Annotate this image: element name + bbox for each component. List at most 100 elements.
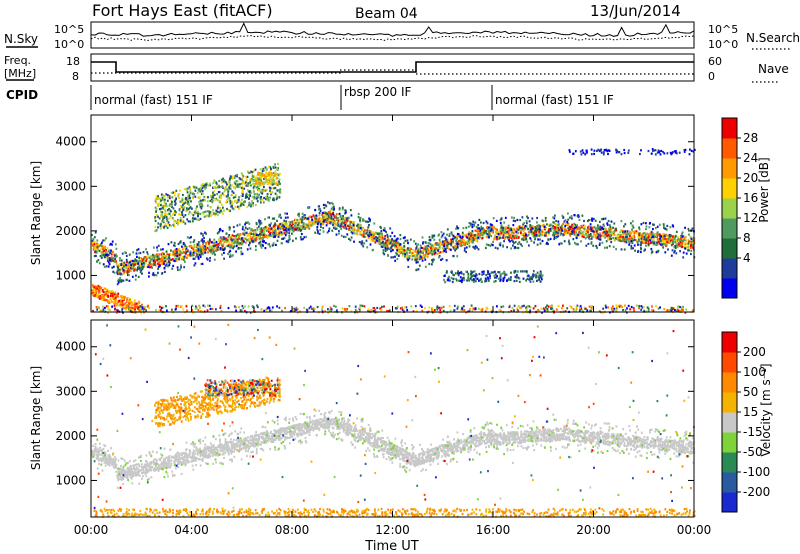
power-echo-cell: [359, 216, 362, 219]
power-echo-cell: [138, 252, 140, 255]
power-echo-cell: [320, 225, 322, 228]
power-echo-cell: [257, 225, 260, 228]
power-echo-cell: [93, 294, 96, 297]
power-echo-cell: [102, 248, 105, 251]
power-echo-cell: [637, 236, 640, 239]
power-echo-cell: [627, 240, 630, 243]
power-echo-cell: [529, 225, 532, 228]
power-echo-cell: [210, 249, 212, 252]
power-echo-cell: [370, 239, 373, 242]
power-echo-cell: [121, 302, 124, 305]
power-echo-cell: [240, 247, 243, 250]
power-echo-cell: [216, 247, 219, 250]
power-echo-cell: [633, 236, 636, 239]
power-echo-cell: [259, 201, 262, 204]
power-echo-cell: [232, 191, 235, 194]
power-echo-cell: [150, 255, 152, 258]
power-echo-cell: [224, 188, 226, 191]
power-echo-cell: [111, 300, 113, 303]
power-echo-cell: [580, 234, 583, 237]
power-echo-cell: [493, 238, 496, 241]
power-echo-cell: [579, 227, 582, 230]
power-echo-cell: [535, 234, 538, 237]
power-echo-cell: [137, 307, 139, 310]
power-echo-cell: [357, 223, 359, 226]
power-echo-cell: [363, 235, 366, 238]
power-echo-cell: [96, 260, 98, 263]
power-echo-cell: [94, 245, 97, 249]
power-echo-cell: [93, 288, 96, 291]
power-echo-cell: [587, 228, 590, 231]
power-echo-cell: [537, 224, 540, 227]
power-echo-cell: [283, 232, 286, 235]
power-echo-cell: [630, 239, 633, 243]
power-echo-cell: [253, 238, 256, 241]
power-echo-cell: [216, 193, 219, 196]
power-echo-cell: [362, 218, 364, 221]
power-echo-cell: [236, 175, 238, 178]
power-echo-cell: [302, 238, 304, 241]
power-echo-cell: [422, 247, 425, 250]
power-echo-cell: [666, 241, 669, 244]
power-echo-cell: [598, 228, 601, 231]
power-echo-cell: [164, 198, 166, 201]
power-echo-cell: [279, 188, 282, 191]
power-echo-cell: [102, 263, 105, 266]
power-echo-cell: [404, 239, 407, 242]
power-echo-cell: [631, 230, 634, 233]
power-echo-cell: [521, 238, 523, 241]
power-echo-cell: [464, 234, 467, 237]
power-echo-cell: [456, 246, 459, 249]
power-echo-cell: [104, 246, 107, 249]
power-echo-cell: [384, 237, 386, 240]
power-echo-cell: [658, 223, 661, 226]
power-echo-cell: [520, 243, 522, 246]
power-echo-cell: [197, 245, 200, 248]
power-echo-cell: [509, 240, 511, 243]
power-echo-cell: [606, 223, 609, 226]
power-echo-cell: [249, 193, 251, 196]
power-echo-cell: [552, 221, 555, 224]
power-echo-cell: [189, 189, 192, 193]
power-echo-cell: [262, 244, 264, 247]
power-echo-cell: [596, 227, 599, 230]
power-echo-cell: [184, 201, 187, 204]
power-echo-cell: [137, 262, 139, 265]
power-echo-cell: [626, 238, 629, 241]
power-echo-cell: [541, 233, 543, 236]
power-echo-cell: [92, 238, 95, 241]
power-echo-cell: [555, 236, 557, 239]
power-echo-cell: [630, 247, 633, 250]
power-echo-cell: [181, 205, 184, 208]
power-echo-cell: [674, 249, 676, 252]
power-echo-cell: [212, 241, 215, 244]
power-echo-cell: [138, 265, 140, 268]
power-echo-cell: [179, 189, 181, 192]
power-echo-cell: [463, 249, 466, 252]
power-echo-cell: [674, 241, 677, 244]
power-echo-cell: [656, 234, 659, 237]
power-echo-cell: [369, 230, 372, 233]
power-echo-cell: [617, 239, 620, 242]
power-echo-cell: [302, 223, 305, 226]
power-echo-cell: [190, 191, 193, 194]
power-echo-cell: [571, 223, 573, 226]
power-echo-cell: [202, 250, 205, 253]
power-echo-cell: [198, 241, 201, 244]
power-echo-cell: [457, 233, 460, 236]
power-echo-cell: [172, 213, 174, 216]
power-echo-cell: [287, 241, 290, 244]
power-echo-cell: [312, 219, 315, 222]
power-echo-cell: [367, 220, 370, 223]
power-echo-cell: [196, 205, 198, 208]
power-echo-cell: [591, 219, 594, 222]
power-echo-cell: [248, 244, 250, 247]
power-echo-cell: [125, 267, 128, 270]
power-echo-cell: [277, 189, 280, 192]
power-echo-cell: [631, 228, 633, 231]
power-echo-cell: [182, 251, 185, 254]
power-echo-cell: [139, 251, 142, 255]
power-echo-cell: [266, 227, 269, 230]
power-echo-cell: [224, 240, 226, 243]
power-echo-cell: [380, 244, 382, 247]
